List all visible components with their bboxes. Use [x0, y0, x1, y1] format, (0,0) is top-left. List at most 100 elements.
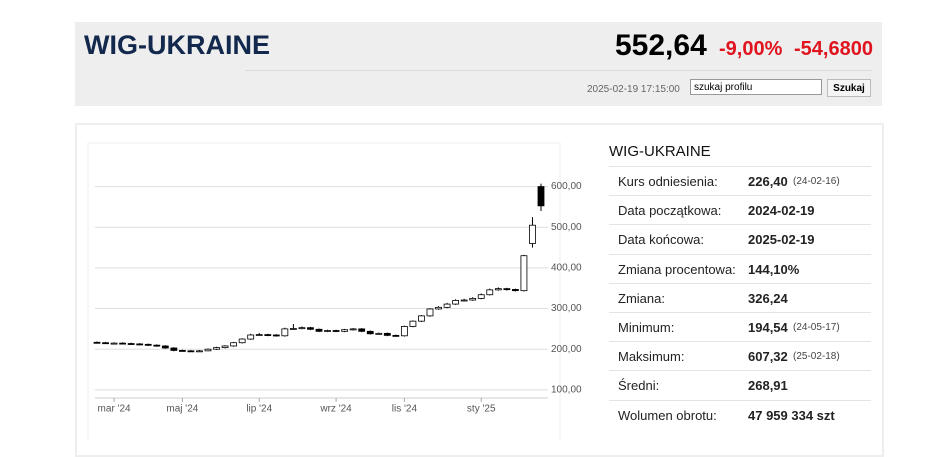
- stats-row: Data początkowa: 2024-02-19: [609, 195, 871, 224]
- stat-label: Zmiana:: [618, 290, 665, 306]
- candle-body: [486, 289, 494, 296]
- candle-body: [136, 343, 144, 346]
- stat-value: 47 959 334 szt: [748, 407, 835, 423]
- candle-body: [477, 294, 485, 299]
- y-tick-label: 100,00: [551, 385, 582, 396]
- stat-label: Kurs odniesienia:: [618, 174, 718, 189]
- y-tick-label: 300,00: [551, 303, 582, 314]
- stat-value: 268,91: [748, 378, 788, 394]
- y-tick-label: 200,00: [551, 344, 582, 355]
- stat-label: Data początkowa:: [618, 203, 722, 219]
- stat-value: 326,24: [748, 290, 788, 306]
- y-tick-label: 400,00: [551, 263, 582, 274]
- candle-body: [230, 342, 238, 347]
- page: WIG-UKRAINE 552,64 -9,00% -54,6800 2025-…: [75, 22, 884, 457]
- candle-body: [341, 329, 349, 332]
- stat-value: 194,54: [748, 320, 788, 335]
- candle-body: [537, 186, 545, 207]
- stats-row: Wolumen obrotu: 47 959 334 szt: [609, 399, 871, 429]
- candle-body: [204, 348, 212, 352]
- candle-body: [289, 328, 297, 330]
- stats-row: Minimum: 194,54 (24-05-17): [609, 312, 871, 341]
- candle-body: [281, 328, 289, 337]
- candle-body: [443, 303, 451, 308]
- index-title: WIG-UKRAINE: [84, 30, 270, 60]
- candle-body: [418, 315, 425, 322]
- candle-body: [298, 327, 306, 330]
- price: 552,64: [615, 29, 707, 62]
- candle-body: [272, 334, 280, 337]
- candle-body: [110, 342, 118, 345]
- stat-label: Minimum:: [618, 320, 675, 335]
- x-tick-label: lis '24: [392, 404, 418, 415]
- chart-frame: [87, 142, 561, 440]
- candle-body: [255, 334, 263, 336]
- candle-body: [332, 330, 340, 332]
- stats-row: Zmiana: 326,24: [609, 282, 871, 312]
- candle-body: [469, 297, 477, 301]
- candle-body: [366, 330, 374, 335]
- candle-body: [529, 224, 536, 244]
- candle-body: [119, 342, 127, 345]
- candle-body: [187, 350, 195, 353]
- stat-value: 226,40: [748, 174, 788, 189]
- stat-value: 607,32: [748, 349, 788, 365]
- y-tick-label: 500,00: [551, 222, 582, 233]
- y-tick-label: 600,00: [551, 181, 582, 192]
- chart: 100,00 200,00 300,00 400,00 500,00 600,00 mar …: [87, 142, 582, 440]
- stats-row: Kurs odniesienia: 226,40 (24-02-16): [609, 166, 871, 195]
- stat-note: (24-05-17): [793, 322, 840, 333]
- change: -54,6800: [794, 38, 873, 60]
- stat-label: Średni:: [618, 378, 660, 394]
- candle-body: [153, 344, 161, 347]
- candle-body: [494, 288, 502, 291]
- candle-body: [196, 350, 203, 353]
- x-tick-label: sty '25: [467, 404, 496, 415]
- candle-body: [102, 342, 109, 345]
- candle-body: [324, 330, 331, 332]
- stat-label: Zmiana procentowa:: [618, 261, 736, 277]
- candle-body: [93, 341, 101, 344]
- candle-body: [511, 289, 519, 292]
- candle-body: [315, 328, 323, 332]
- stats-row: Zmiana procentowa: 144,10%: [609, 253, 871, 283]
- stat-label: Maksimum:: [618, 349, 685, 365]
- x-tick-label: maj '24: [166, 404, 198, 415]
- candle-body: [247, 334, 255, 340]
- stat-label: Data końcowa:: [618, 232, 704, 248]
- x-tick-label: mar '24: [98, 404, 131, 415]
- stats-row: Data końcowa: 2025-02-19: [609, 224, 871, 253]
- candle-body: [460, 299, 468, 302]
- search-input[interactable]: szukaj profilu: [690, 79, 822, 95]
- candle-body: [238, 338, 246, 344]
- candle-body: [375, 332, 383, 335]
- candle-body: [358, 328, 366, 332]
- stat-value: 2025-02-19: [748, 232, 815, 248]
- change-pct: -9,00%: [719, 38, 783, 60]
- candle-body: [349, 328, 357, 331]
- stat-note: (25-02-18): [793, 351, 840, 363]
- candle-body: [178, 350, 186, 352]
- candle-body: [221, 345, 229, 348]
- candle-body: [400, 326, 408, 337]
- stats-row: Maksimum: 607,32 (25-02-18): [609, 341, 871, 370]
- candle-body: [213, 347, 220, 350]
- candle-body: [452, 300, 460, 305]
- search-button[interactable]: Szukaj: [827, 79, 871, 97]
- candle-body: [127, 343, 135, 345]
- candle-body: [409, 320, 417, 327]
- stat-value: 2024-02-19: [748, 203, 815, 219]
- stat-note: (24-02-16): [793, 176, 840, 187]
- candle-body: [307, 327, 314, 330]
- candle-body: [392, 334, 400, 337]
- stat-value: 144,10%: [748, 261, 800, 277]
- candle-body: [503, 288, 511, 291]
- candle-body: [520, 255, 528, 292]
- candle-body: [170, 347, 178, 351]
- x-tick-label: lip '24: [246, 404, 272, 415]
- stats-title: WIG-UKRAINE: [609, 143, 711, 160]
- x-tick-label: wrz '24: [319, 404, 352, 415]
- separator: [245, 70, 872, 71]
- stat-label: Wolumen obrotu:: [618, 407, 717, 423]
- candle-body: [161, 345, 169, 349]
